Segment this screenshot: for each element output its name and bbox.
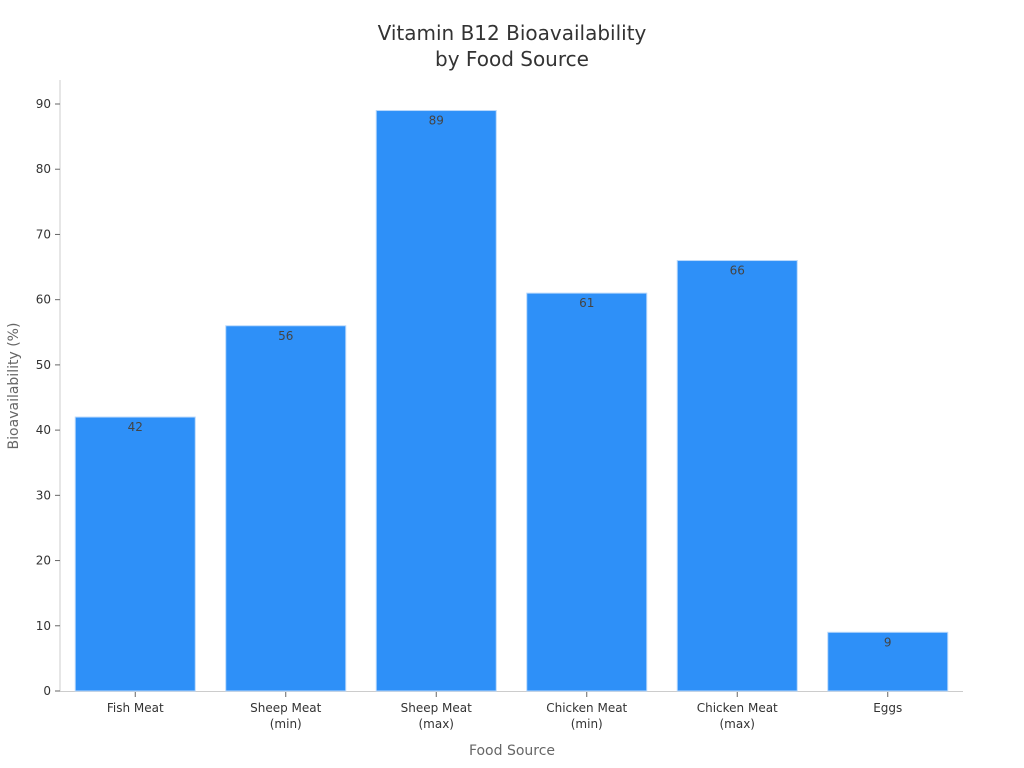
x-tick-label: (min) — [571, 717, 603, 731]
bar — [74, 416, 196, 692]
x-tick-label: Chicken Meat — [697, 701, 778, 715]
y-tick-label: 60 — [36, 293, 51, 307]
data-label: 61 — [579, 296, 594, 310]
data-label: 42 — [128, 420, 143, 434]
y-axis-label: Bioavailability (%) — [6, 323, 22, 450]
chart-title-line-2: by Food Source — [435, 47, 589, 71]
y-tick-label: 30 — [36, 488, 51, 502]
y-tick-label: 50 — [36, 358, 51, 372]
y-tick-label: 10 — [36, 619, 51, 633]
x-tick-label: (max) — [418, 717, 454, 731]
x-axis-label: Food Source — [469, 743, 555, 759]
data-label: 56 — [278, 329, 293, 343]
x-tick-label: (max) — [719, 717, 755, 731]
y-tick-label: 70 — [36, 227, 51, 241]
chart-title-line-1: Vitamin B12 Bioavailability — [378, 21, 647, 45]
y-tick-label: 20 — [36, 554, 51, 568]
x-tick-label: Sheep Meat — [401, 701, 473, 715]
bar — [676, 260, 798, 692]
x-tick-label: Eggs — [873, 701, 902, 715]
y-tick-label: 90 — [36, 97, 51, 111]
x-tick-label: Fish Meat — [107, 701, 164, 715]
bar — [827, 631, 949, 692]
x-tick-label: (min) — [270, 717, 302, 731]
data-label: 66 — [730, 264, 745, 278]
bar — [526, 292, 648, 692]
data-label: 9 — [884, 635, 892, 649]
y-tick-label: 80 — [36, 162, 51, 176]
data-label: 89 — [429, 114, 444, 128]
y-tick-label: 0 — [43, 684, 51, 698]
x-tick-label: Chicken Meat — [546, 701, 627, 715]
bar — [225, 325, 347, 692]
bar — [375, 110, 497, 692]
y-tick-label: 40 — [36, 423, 51, 437]
x-tick-label: Sheep Meat — [250, 701, 322, 715]
